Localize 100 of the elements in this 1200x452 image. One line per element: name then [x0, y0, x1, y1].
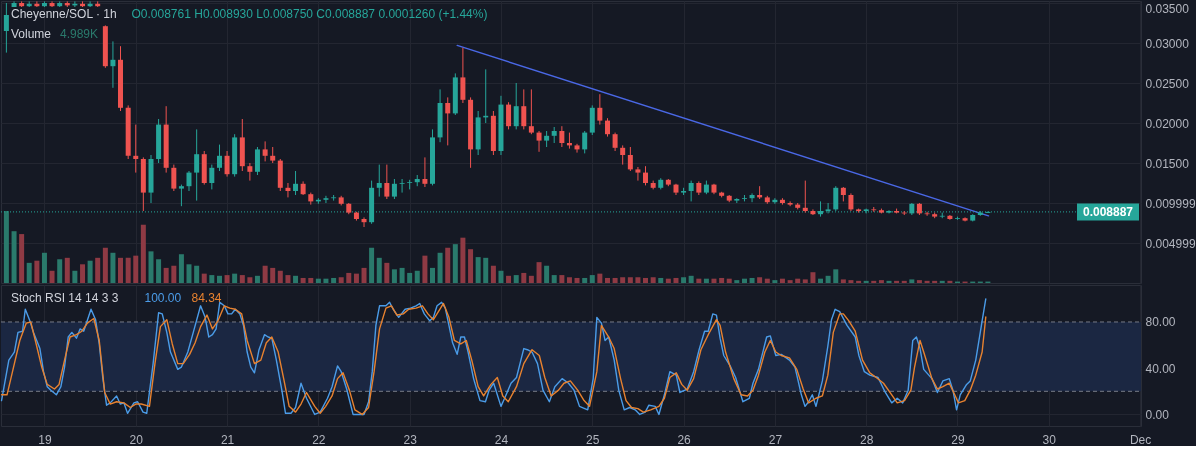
- candlestick: [3, 2, 9, 54]
- bar: [308, 277, 314, 283]
- bar: [490, 265, 496, 283]
- candlestick: [376, 164, 382, 198]
- candlestick: [133, 124, 139, 174]
- bar: [391, 269, 397, 283]
- bar: [589, 275, 595, 283]
- bar: [620, 277, 626, 283]
- bar: [384, 262, 390, 283]
- bar: [627, 277, 633, 283]
- x-tick-label: 26: [677, 432, 692, 447]
- candlestick: [460, 47, 466, 104]
- bar: [643, 277, 648, 283]
- candlestick: [612, 132, 618, 152]
- x-tick-label: 23: [403, 432, 418, 447]
- bar: [118, 257, 124, 283]
- bar: [901, 280, 907, 283]
- bar: [475, 257, 481, 283]
- bar: [429, 267, 435, 283]
- bar: [270, 267, 276, 283]
- bar: [361, 267, 367, 283]
- y-tick-label: 0.004999: [1145, 236, 1196, 251]
- bar: [133, 255, 139, 283]
- bar: [810, 272, 816, 283]
- candlestick: [688, 180, 694, 202]
- bar: [178, 254, 184, 283]
- candlestick: [293, 170, 299, 196]
- y-tick-label: 0.02000: [1145, 116, 1190, 131]
- bar: [726, 278, 732, 283]
- bar: [254, 275, 260, 283]
- bar: [635, 277, 641, 283]
- bar: [102, 247, 108, 283]
- candlestick: [605, 117, 611, 138]
- bar: [26, 262, 32, 283]
- candlestick: [521, 88, 527, 130]
- bar: [452, 244, 458, 283]
- bar: [612, 277, 618, 283]
- candlestick: [635, 166, 641, 182]
- bar: [787, 280, 793, 283]
- bar: [513, 275, 519, 283]
- bar: [711, 278, 717, 283]
- candlestick: [262, 140, 268, 162]
- candlestick: [399, 178, 405, 194]
- bar: [194, 265, 200, 283]
- x-tick-label: 25: [586, 432, 600, 447]
- x-tick-label: 24: [494, 432, 509, 447]
- candlestick: [178, 184, 184, 207]
- bar: [757, 277, 763, 283]
- bar: [566, 277, 572, 283]
- x-tick-label: 21: [220, 432, 235, 447]
- bar: [825, 275, 831, 283]
- bar: [315, 278, 321, 283]
- x-tick-label: 20: [129, 432, 144, 447]
- annotation: O0.008761 H0.008930 L0.008750 C0.008887 0.0001260 (+1.44%): [131, 7, 488, 21]
- candlestick: [247, 162, 253, 182]
- candlestick: [323, 195, 329, 204]
- bar: [795, 278, 801, 283]
- bar: [19, 234, 25, 283]
- text: Cheyenne/SOL · 1h: [11, 7, 117, 21]
- bar: [407, 272, 413, 283]
- bar: [323, 278, 329, 283]
- bar: [802, 279, 808, 283]
- bar: [536, 262, 542, 283]
- bar: [262, 265, 268, 283]
- candlestick: [445, 96, 451, 146]
- bar: [650, 277, 656, 283]
- bar: [521, 272, 527, 283]
- bar: [445, 247, 451, 283]
- bar: [300, 277, 306, 283]
- bar: [186, 264, 192, 283]
- candlestick: [643, 165, 648, 186]
- bar: [247, 277, 253, 283]
- y-tick-label: 40.00: [1145, 361, 1176, 376]
- bar: [399, 267, 405, 283]
- bar: [11, 231, 17, 283]
- bar: [924, 280, 930, 283]
- bar: [468, 249, 474, 283]
- bar: [201, 273, 207, 283]
- bar: [41, 252, 47, 283]
- bar: [224, 275, 230, 283]
- bar: [909, 279, 915, 283]
- candlestick: [186, 170, 192, 192]
- bar: [947, 280, 953, 283]
- bar: [856, 280, 862, 283]
- candlestick: [536, 130, 542, 153]
- bar: [848, 280, 854, 283]
- bar: [353, 273, 359, 283]
- bar: [369, 247, 375, 283]
- bar: [932, 280, 938, 283]
- bar: [64, 257, 70, 283]
- bar: [232, 273, 238, 283]
- x-tick-label: 29: [951, 432, 965, 447]
- candlestick: [787, 200, 793, 207]
- bar: [422, 255, 428, 283]
- bar: [688, 275, 694, 283]
- bar: [171, 265, 177, 283]
- bar: [764, 278, 770, 283]
- bar: [156, 259, 162, 283]
- candlestick: [49, 0, 55, 8]
- bar: [506, 275, 512, 283]
